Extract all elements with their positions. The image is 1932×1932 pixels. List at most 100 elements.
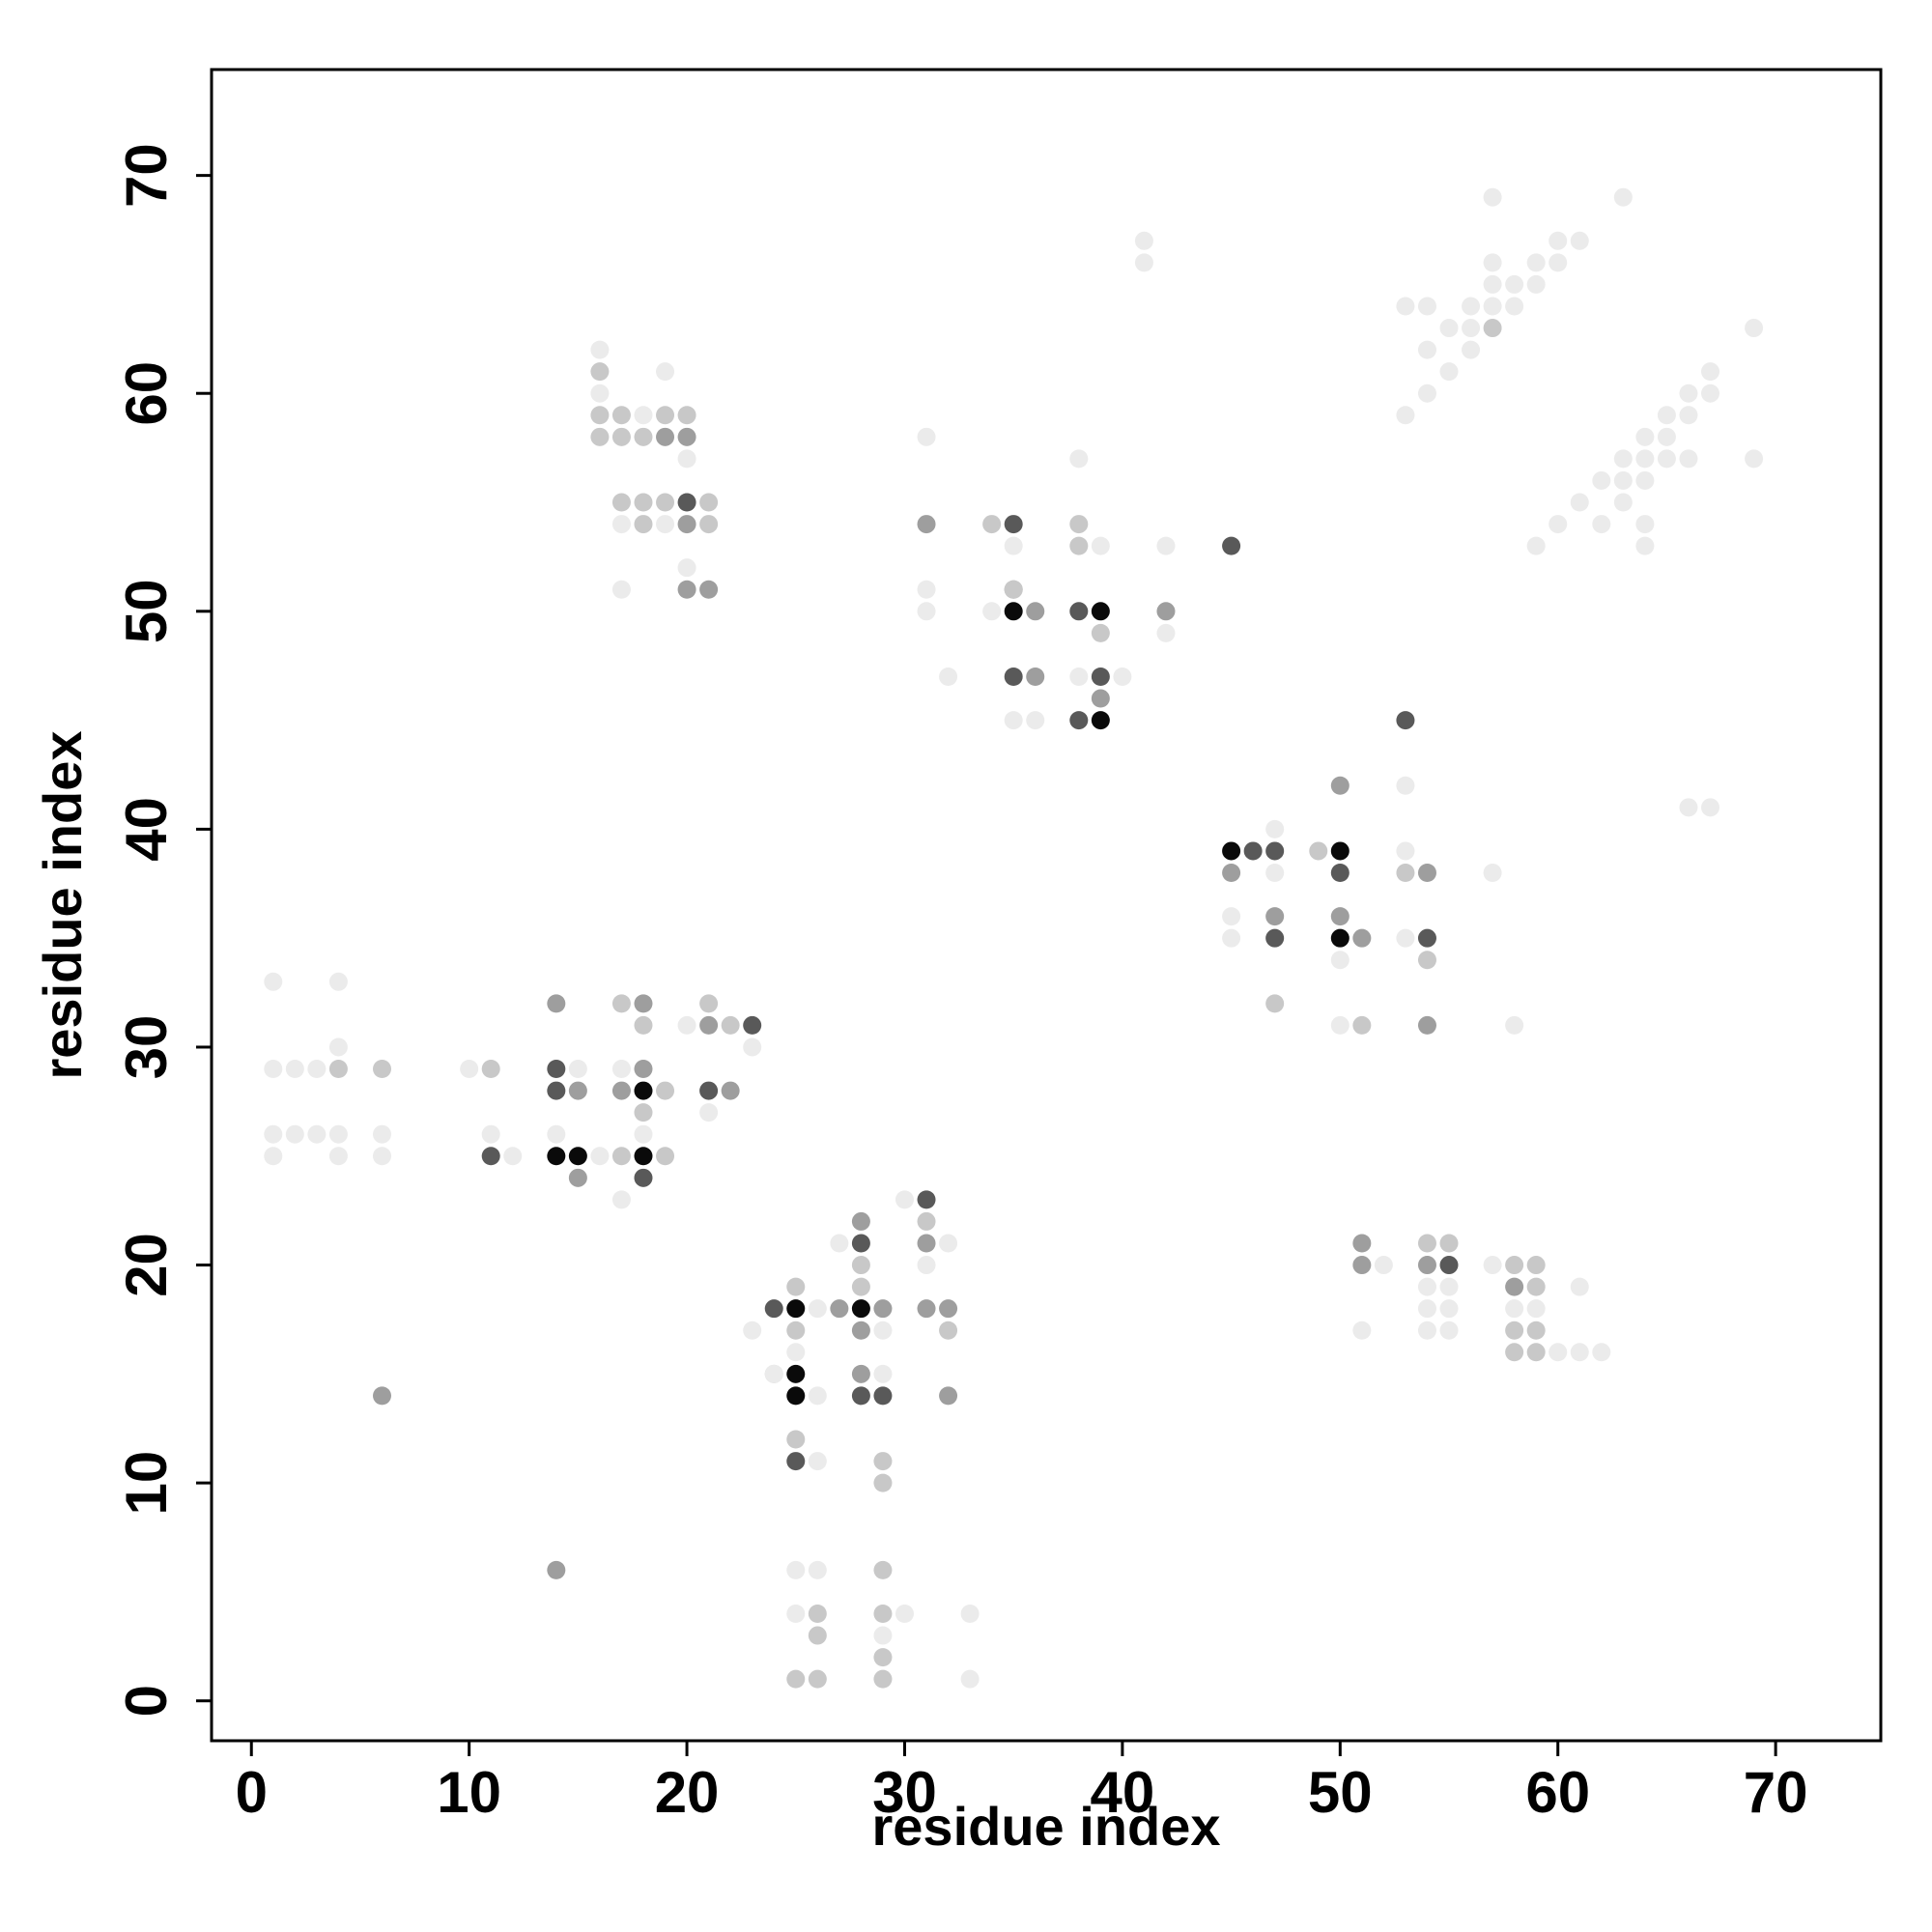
contact-point bbox=[1417, 864, 1436, 883]
contact-point bbox=[873, 1669, 893, 1689]
x-tick-label: 70 bbox=[1744, 1760, 1808, 1825]
contact-point bbox=[808, 1452, 827, 1471]
contact-point bbox=[1330, 841, 1350, 861]
contact-point bbox=[1483, 187, 1502, 207]
contact-point bbox=[873, 1473, 893, 1492]
y-tick-label: 0 bbox=[114, 1685, 179, 1717]
contact-point bbox=[677, 558, 696, 578]
contact-point bbox=[699, 493, 719, 512]
contact-point bbox=[1026, 667, 1045, 686]
contact-point bbox=[1679, 449, 1698, 469]
contact-point bbox=[808, 1604, 827, 1623]
contact-point bbox=[547, 1124, 566, 1144]
contact-point bbox=[873, 1560, 893, 1579]
contact-point bbox=[634, 1124, 653, 1144]
x-axis-label: residue index bbox=[871, 1796, 1220, 1857]
contact-point bbox=[503, 1147, 523, 1166]
contact-point bbox=[1439, 362, 1459, 382]
contact-point bbox=[808, 1669, 827, 1689]
contact-point bbox=[1222, 841, 1241, 861]
contact-point bbox=[1417, 1234, 1436, 1253]
contact-point bbox=[960, 1604, 980, 1623]
contact-point bbox=[590, 340, 610, 359]
contact-point bbox=[677, 580, 696, 599]
contact-point bbox=[634, 406, 653, 425]
contact-point bbox=[1635, 449, 1655, 469]
contact-point bbox=[786, 1452, 806, 1471]
contact-point bbox=[1613, 493, 1633, 512]
contact-point bbox=[611, 515, 631, 534]
contact-point bbox=[939, 1386, 958, 1406]
contact-point bbox=[611, 406, 631, 425]
contact-point bbox=[1156, 623, 1176, 642]
contact-point bbox=[1657, 427, 1676, 446]
contact-point bbox=[1657, 406, 1676, 425]
contact-point bbox=[1396, 928, 1415, 948]
contact-point bbox=[611, 1081, 631, 1100]
contact-point bbox=[873, 1299, 893, 1319]
contact-point bbox=[1592, 1343, 1611, 1362]
contact-point bbox=[1483, 319, 1502, 338]
contact-point bbox=[590, 362, 610, 382]
contact-point bbox=[590, 406, 610, 425]
contact-point bbox=[1548, 231, 1568, 250]
contact-point bbox=[264, 1124, 283, 1144]
contact-point bbox=[568, 1168, 587, 1187]
contact-point bbox=[699, 1015, 719, 1035]
contact-point bbox=[1679, 384, 1698, 403]
y-tick-label: 30 bbox=[114, 1015, 179, 1080]
contact-point bbox=[590, 1147, 610, 1166]
contact-point bbox=[1570, 1343, 1589, 1362]
contact-point bbox=[1004, 580, 1023, 599]
contact-point bbox=[1548, 253, 1568, 272]
contact-point bbox=[1265, 841, 1285, 861]
contact-point bbox=[786, 1669, 806, 1689]
contact-point bbox=[1222, 928, 1241, 948]
contact-point bbox=[743, 1321, 762, 1340]
x-tick-label: 10 bbox=[437, 1760, 501, 1825]
contact-point bbox=[1592, 515, 1611, 534]
contact-point bbox=[677, 493, 696, 512]
contact-point bbox=[851, 1234, 870, 1253]
contact-point bbox=[1396, 841, 1415, 861]
contact-point bbox=[786, 1386, 806, 1406]
contact-point bbox=[328, 1060, 348, 1079]
contact-point bbox=[1483, 1256, 1502, 1275]
contact-point bbox=[786, 1430, 806, 1449]
contact-point bbox=[1635, 427, 1655, 446]
contact-point bbox=[1352, 928, 1372, 948]
contact-point bbox=[786, 1277, 806, 1296]
contact-point bbox=[634, 493, 653, 512]
contact-point bbox=[917, 1256, 936, 1275]
contact-point bbox=[1657, 449, 1676, 469]
contact-point bbox=[917, 580, 936, 599]
contact-point bbox=[677, 449, 696, 469]
contact-point bbox=[656, 362, 675, 382]
contact-point bbox=[1526, 1299, 1546, 1319]
contact-point bbox=[851, 1299, 870, 1319]
contact-point bbox=[481, 1147, 500, 1166]
contact-point bbox=[1505, 1321, 1524, 1340]
contact-point bbox=[1592, 470, 1611, 490]
contact-point bbox=[743, 1015, 762, 1035]
y-tick-label: 70 bbox=[114, 143, 179, 208]
contact-point bbox=[1330, 776, 1350, 795]
contact-point bbox=[1265, 907, 1285, 926]
contact-point bbox=[1265, 928, 1285, 948]
contact-point bbox=[611, 994, 631, 1013]
contact-point bbox=[786, 1299, 806, 1319]
contact-point bbox=[1439, 1299, 1459, 1319]
contact-point bbox=[1439, 1234, 1459, 1253]
contact-point bbox=[1265, 819, 1285, 838]
contact-point bbox=[721, 1081, 740, 1100]
contact-point bbox=[1505, 274, 1524, 294]
contact-point bbox=[1352, 1015, 1372, 1035]
contact-point bbox=[264, 1147, 283, 1166]
contact-point bbox=[328, 1147, 348, 1166]
contact-point bbox=[917, 602, 936, 621]
contact-point bbox=[1439, 1256, 1459, 1275]
contact-point bbox=[634, 1015, 653, 1035]
contact-point bbox=[699, 1081, 719, 1100]
contact-point bbox=[851, 1211, 870, 1231]
